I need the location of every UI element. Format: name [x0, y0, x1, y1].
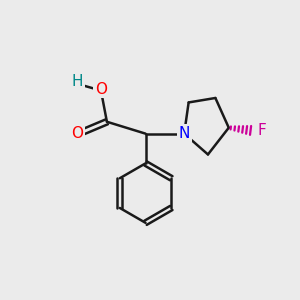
Text: N: N — [178, 126, 190, 141]
Text: O: O — [95, 82, 107, 97]
Text: O: O — [71, 126, 83, 141]
Text: F: F — [257, 123, 266, 138]
Text: H: H — [71, 74, 83, 89]
